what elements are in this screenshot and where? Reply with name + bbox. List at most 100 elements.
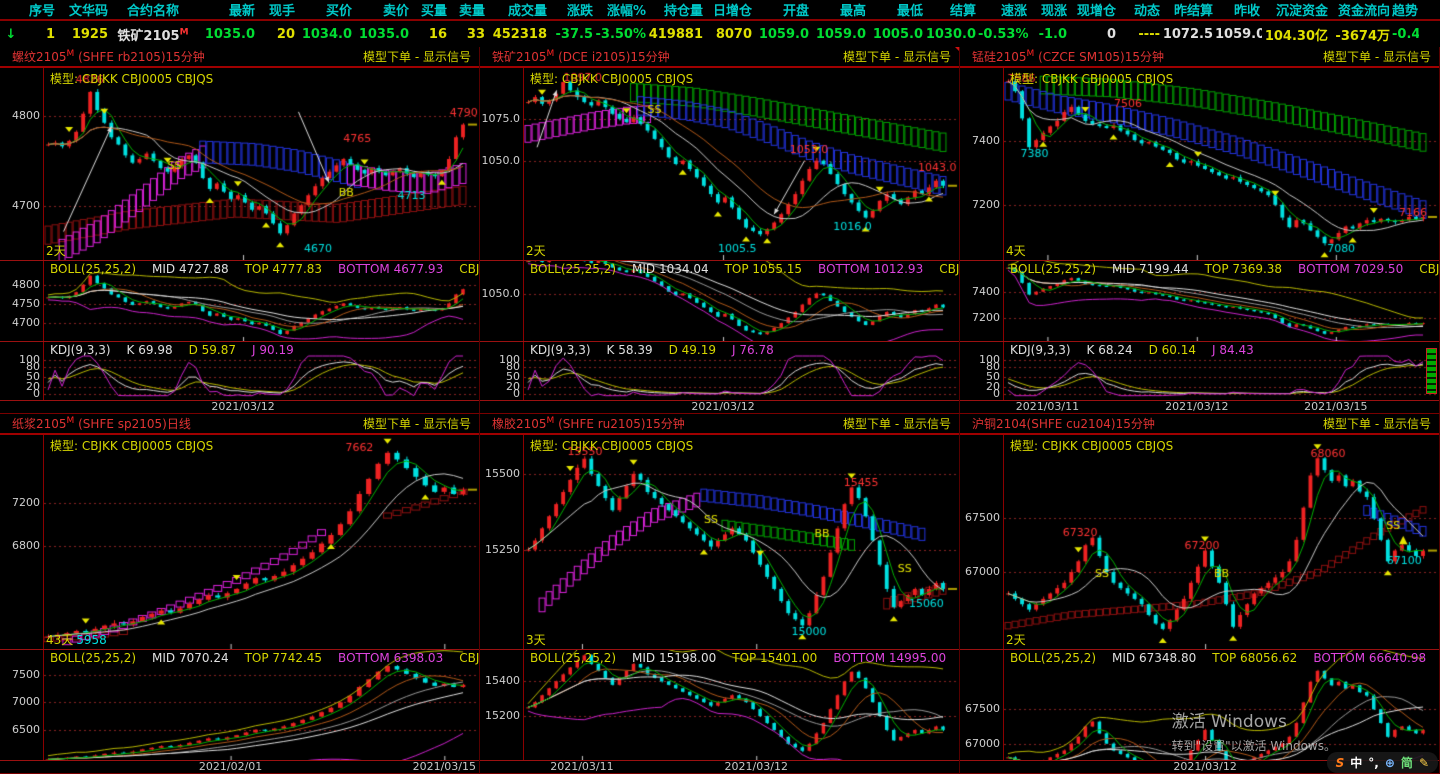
quote-col-header[interactable]: 结算 (949, 4, 976, 19)
quote-cell[interactable]: 104.30亿 (1264, 28, 1328, 44)
quote-col-header[interactable]: 开盘 (782, 4, 809, 19)
quote-col-header[interactable]: 卖量 (458, 4, 485, 19)
quote-col-header[interactable]: 现增仓 (1076, 4, 1116, 19)
quote-col-header[interactable]: 持仓量 (663, 4, 703, 19)
quote-cell[interactable]: 1059.0 (758, 26, 809, 42)
quote-col-header[interactable]: 昨结算 (1173, 4, 1213, 19)
quote-col-header[interactable]: 成交量 (507, 4, 547, 19)
quote-cell[interactable]: 1035.0 (204, 26, 255, 42)
quote-cell[interactable]: 419881 (648, 26, 703, 42)
quote-col-header[interactable]: 资金流向 (1337, 4, 1390, 19)
boll-canvas[interactable] (524, 650, 959, 760)
candlestick-canvas[interactable] (524, 435, 959, 649)
candlestick-canvas[interactable] (44, 435, 479, 649)
model-label: 模型: CBJKK CBJ0005 CBJQS (530, 439, 694, 453)
candlestick-canvas[interactable] (44, 68, 479, 260)
quote-cell[interactable]: 1030.0 (925, 26, 976, 42)
quote-col-header[interactable]: 沉淀资金 (1275, 4, 1328, 19)
mini-scrollbar[interactable] (1426, 348, 1437, 394)
quote-cell[interactable]: -37.5 (555, 26, 593, 42)
quote-col-header[interactable]: 日增仓 (712, 4, 752, 19)
quote-value-row[interactable]: ↓ 1 1925 铁矿2105M 1035.0 20 1034.0 1035.0 16 33 452… (0, 21, 1440, 47)
kdj-j-value: J 90.19 (252, 343, 294, 357)
boll-y-axis-labels: 4800 4750 4700 (0, 261, 42, 341)
boll-canvas[interactable] (524, 261, 959, 341)
boll-top-value: TOP 7742.45 (244, 651, 323, 665)
quote-col-header[interactable]: 序号 (28, 4, 55, 19)
quote-col-header[interactable]: 动态 (1133, 4, 1160, 19)
y-tick-label: 7200 (972, 197, 1000, 211)
quote-col-header[interactable]: 合约名称 (126, 4, 179, 19)
panel-signal-label[interactable]: 模型下单 - 显示信号 (363, 50, 471, 64)
panel-signal-label[interactable]: 模型下单 - 显示信号 (843, 50, 951, 64)
y-tick-label: 7500 (12, 667, 40, 681)
candlestick-canvas[interactable] (1004, 435, 1439, 649)
quote-cell[interactable]: 1 (45, 26, 55, 42)
quote-col-header[interactable]: 昨收 (1233, 4, 1260, 19)
quote-cell[interactable]: 33 (466, 26, 485, 42)
quote-cell[interactable]: 452318 (492, 26, 547, 42)
quote-cell[interactable]: 1059.0 (1215, 26, 1262, 42)
quote-cell[interactable]: -0.53% (978, 26, 1029, 42)
quote-cell[interactable]: 1035.0 (358, 26, 409, 42)
candlestick-canvas[interactable] (524, 68, 959, 260)
boll-canvas[interactable] (44, 650, 479, 760)
quote-cell[interactable]: ---- (1138, 26, 1160, 42)
kdj-canvas[interactable] (524, 342, 959, 400)
quote-col-header[interactable]: 买价 (325, 4, 352, 19)
date-label: 2021/03/12 (1173, 760, 1237, 773)
quote-col-header[interactable]: 最低 (896, 4, 923, 19)
boll-canvas[interactable] (44, 261, 479, 341)
quote-col-header[interactable]: 涨幅% (606, 4, 646, 19)
ime-toolbar[interactable]: S 中 °, ⊕ 简 ✎ (1326, 752, 1438, 773)
panel-header[interactable]: 橡胶2105M (SHFE ru2105)15分钟 模型下单 - 显示信号 (480, 414, 959, 435)
quote-cell[interactable]: 16 (428, 26, 447, 42)
quote-cell[interactable]: 1005.0 (872, 26, 923, 42)
sogou-logo-icon[interactable]: S (1335, 755, 1345, 770)
quote-cell[interactable]: -3.50% (595, 26, 647, 42)
ime-punct-icon[interactable]: °, (1368, 755, 1379, 770)
quote-col-header[interactable]: 文华码 (68, 4, 108, 19)
y-tick-label: 4800 (12, 108, 40, 122)
quote-col-header[interactable]: 涨跌 (566, 4, 593, 19)
boll-canvas[interactable] (1004, 261, 1439, 341)
quote-cell[interactable]: 1059.0 (815, 26, 866, 42)
quote-col-header[interactable]: 趋势 (1392, 4, 1419, 19)
main-y-axis-labels: 7200 6800 (0, 435, 42, 649)
kdj-canvas[interactable] (1004, 342, 1439, 400)
quote-cell[interactable]: 20 (276, 26, 295, 42)
quote-col-header[interactable]: 速涨 (1000, 4, 1027, 19)
boll-indicator-section: 7500 7000 6500 BOLL(25,25,2) MID 7070.24 TOP… (0, 650, 479, 761)
quote-col-header[interactable]: 最新 (228, 4, 255, 19)
quote-cell[interactable]: 0 (1106, 26, 1116, 42)
panel-header[interactable]: 螺纹2105M (SHFE rb2105)15分钟 模型下单 - 显示信号 (0, 47, 479, 68)
quote-cell[interactable]: 铁矿2105M (117, 27, 189, 44)
panel-signal-label[interactable]: 模型下单 - 显示信号 (843, 417, 951, 431)
quote-col-header[interactable]: 现手 (268, 4, 295, 19)
quote-cell[interactable]: -0.4 (1392, 26, 1419, 42)
candlestick-canvas[interactable] (1004, 68, 1439, 260)
panel-signal-label[interactable]: 模型下单 - 显示信号 (1323, 50, 1431, 64)
panel-header[interactable]: 沪铜2104(SHFE cu2104)15分钟 模型下单 - 显示信号 (960, 414, 1439, 435)
quote-cell[interactable]: 8070 (715, 26, 752, 42)
quote-col-header[interactable]: 现涨 (1040, 4, 1067, 19)
quote-cell[interactable]: 1925 (71, 26, 108, 42)
ime-simplified-icon[interactable]: 简 (1400, 756, 1413, 770)
panel-header[interactable]: 纸浆2105M (SHFE sp2105)日线 模型下单 - 显示信号 (0, 414, 479, 435)
quote-cell[interactable]: 1034.0 (301, 26, 352, 42)
ime-fullwidth-icon[interactable]: ⊕ (1384, 755, 1395, 770)
quote-cell[interactable]: 1072.5 (1162, 26, 1213, 42)
kdj-canvas[interactable] (44, 342, 479, 400)
boll-canvas[interactable] (1004, 650, 1439, 760)
panel-signal-label[interactable]: 模型下单 - 显示信号 (363, 417, 471, 431)
quote-col-header[interactable]: 卖价 (382, 4, 409, 19)
quote-cell[interactable]: -3674万 (1335, 28, 1390, 44)
panel-signal-label[interactable]: 模型下单 - 显示信号 (1323, 417, 1431, 431)
ime-pen-icon[interactable]: ✎ (1418, 755, 1429, 770)
ime-chinese-icon[interactable]: 中 (1350, 756, 1363, 770)
quote-col-header[interactable]: 买量 (420, 4, 447, 19)
panel-header[interactable]: 铁矿2105M (DCE i2105)15分钟 模型下单 - 显示信号 (480, 47, 959, 68)
quote-cell[interactable]: -1.0 (1038, 26, 1067, 42)
quote-col-header[interactable]: 最高 (839, 4, 866, 19)
panel-header[interactable]: 锰硅2105M (CZCE SM105)15分钟 模型下单 - 显示信号 (960, 47, 1439, 68)
